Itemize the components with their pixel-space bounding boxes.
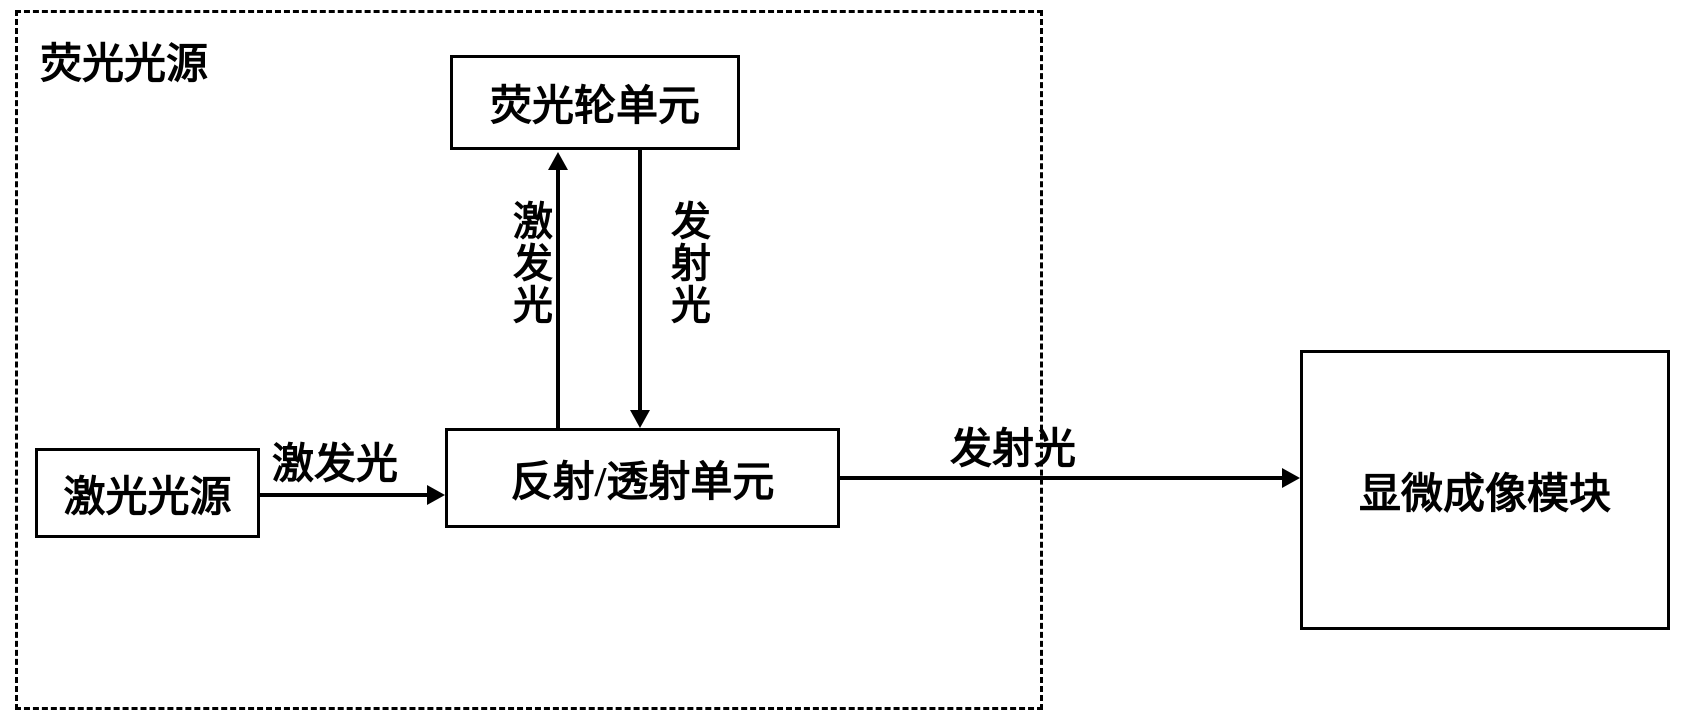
refl-trans-box: 反射/透射单元 [445,428,840,528]
laser-source-box: 激光光源 [35,448,260,538]
arrow-refl-to-micro [840,476,1285,480]
refl-trans-label: 反射/透射单元 [511,448,775,509]
arrow2-label: 发射光 [950,415,1076,476]
arrow-down-line [638,150,642,412]
micro-imaging-label: 显微成像模块 [1359,460,1611,521]
container-title: 荧光光源 [40,30,208,91]
laser-source-label: 激光光源 [63,463,231,524]
arrow1-label: 激发光 [272,430,398,491]
arrow-down-head [630,410,650,428]
arrow-laser-to-refl-head [427,485,445,505]
fluor-wheel-box: 荧光轮单元 [450,55,740,150]
arrow-laser-to-refl [260,493,430,497]
arrow-up-label: 激发光 [500,200,558,326]
arrow-refl-to-micro-head [1282,468,1300,488]
arrow-up-head [548,152,568,170]
arrow-down-label: 发射光 [658,200,716,326]
micro-imaging-box: 显微成像模块 [1300,350,1670,630]
fluor-wheel-label: 荧光轮单元 [490,72,700,133]
